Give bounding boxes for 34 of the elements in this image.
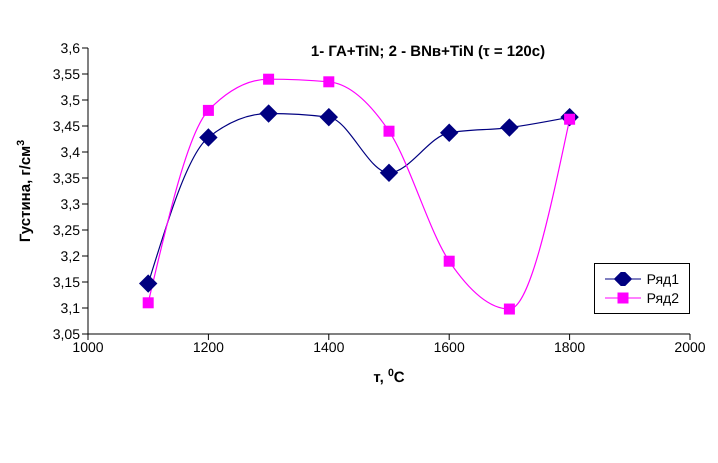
y-tick-label: 3,15 [52, 274, 80, 290]
y-tick-label: 3,45 [52, 118, 80, 134]
y-tick-label: 3,55 [52, 66, 80, 82]
chart-title: 1- ГА+TiN; 2 - BNв+TiN (τ = 120c) [310, 43, 546, 60]
point [500, 118, 518, 137]
point [263, 74, 274, 85]
x-tick-label: 1200 [192, 338, 224, 355]
y-tick-label: 3,1 [60, 300, 80, 316]
y-tick-label: 3,2 [60, 248, 80, 264]
legend-label: Ряд2 [646, 290, 679, 306]
point [384, 126, 394, 137]
point [323, 76, 334, 88]
legend-label: Ряд1 [646, 271, 679, 287]
y-tick-label: 3,5 [60, 92, 80, 108]
point [139, 274, 158, 293]
point [504, 304, 515, 315]
y-tick-label: 3,3 [60, 196, 80, 212]
x-tick-label: 1400 [313, 338, 345, 355]
y-tick-label: 3,35 [52, 170, 80, 186]
x-tick-label: 2000 [674, 338, 706, 355]
point [320, 108, 338, 126]
point [260, 104, 278, 123]
point [444, 256, 455, 267]
x-axis-title: т, $^{0}$C [373, 367, 405, 386]
point [202, 104, 214, 116]
y-tick-label: 3,6 [60, 40, 80, 56]
point [380, 164, 398, 182]
x-tick-label: 1600 [434, 338, 465, 355]
point [142, 297, 154, 308]
y-tick-label: 3,25 [52, 222, 80, 238]
y-tick-label: 3,4 [60, 144, 80, 160]
point [199, 128, 218, 146]
x-tick-label: 1800 [554, 338, 586, 355]
point [440, 124, 458, 142]
